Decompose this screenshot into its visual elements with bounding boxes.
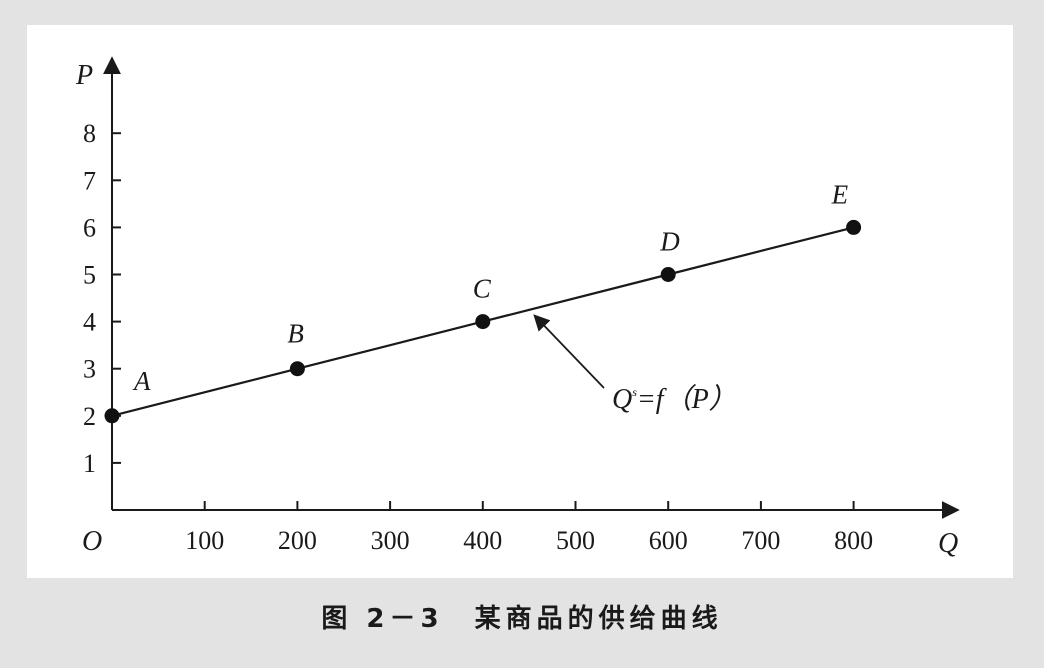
point-e [846, 219, 862, 235]
x-tick-label: 200 [278, 526, 317, 555]
point-label-c: C [473, 274, 492, 304]
origin-label: O [82, 526, 102, 557]
supply-function-label: Qs=f（P） [612, 384, 737, 415]
point-label-a: A [132, 366, 151, 396]
x-tick-label: 300 [371, 526, 410, 555]
x-axis-label: Q [938, 528, 958, 559]
y-tick-label: 1 [83, 449, 96, 478]
points-layer: A B C D E [104, 179, 862, 424]
y-tick-label: 6 [83, 213, 96, 242]
y-tick-label: 8 [83, 119, 96, 148]
axes: P Q O [75, 56, 960, 559]
point-b [289, 361, 305, 377]
x-tick-label: 400 [463, 526, 502, 555]
x-tick-label: 100 [185, 526, 224, 555]
x-tick-label: 500 [556, 526, 595, 555]
point-label-e: E [831, 179, 849, 209]
x-tick-label: 800 [834, 526, 873, 555]
y-tick-label: 7 [83, 166, 96, 195]
point-label-b: B [287, 319, 304, 349]
plot-panel [27, 25, 1013, 578]
point-d [660, 267, 676, 282]
y-tick-label: 2 [83, 402, 96, 431]
point-label-d: D [659, 227, 680, 257]
figure-caption: 图 2－3 某商品的供给曲线 [321, 604, 723, 634]
ticks: 100 200 300 400 500 600 700 800 1 2 3 4 5 6 7 8 [83, 119, 873, 555]
point-a [104, 408, 120, 424]
x-tick-label: 700 [741, 526, 780, 555]
y-tick-label: 5 [83, 261, 96, 290]
annotation-layer: Qs=f（P） [533, 314, 737, 415]
point-c [475, 314, 491, 330]
x-tick-label: 600 [649, 526, 688, 555]
annotation-arrow [533, 314, 605, 389]
y-tick-label: 4 [83, 308, 96, 337]
y-tick-label: 3 [83, 355, 96, 384]
y-axis-label: P [75, 60, 93, 91]
